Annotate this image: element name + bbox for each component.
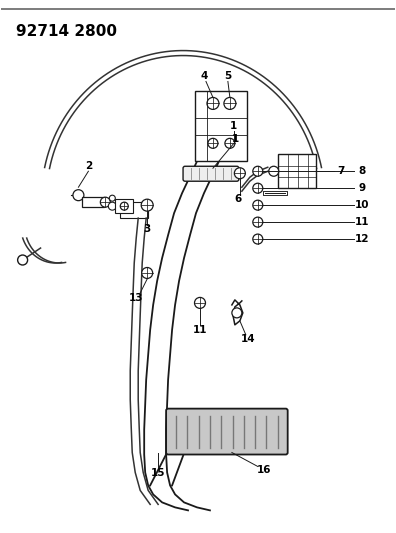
FancyBboxPatch shape xyxy=(183,166,239,181)
Circle shape xyxy=(109,195,115,201)
Circle shape xyxy=(232,308,242,318)
Text: 12: 12 xyxy=(355,234,370,244)
Circle shape xyxy=(207,98,219,109)
Text: 11: 11 xyxy=(355,217,370,227)
Bar xyxy=(120,202,148,218)
Bar xyxy=(82,197,104,207)
Text: 1: 1 xyxy=(232,134,240,144)
Text: 11: 11 xyxy=(193,325,207,335)
Circle shape xyxy=(208,139,218,148)
Text: 7: 7 xyxy=(337,166,344,176)
Text: 10: 10 xyxy=(355,200,370,210)
FancyBboxPatch shape xyxy=(166,409,287,455)
Text: 8: 8 xyxy=(359,166,366,176)
Bar xyxy=(115,199,133,213)
Text: 15: 15 xyxy=(151,469,166,479)
Text: 1: 1 xyxy=(230,122,238,131)
Circle shape xyxy=(253,183,263,193)
Circle shape xyxy=(100,197,110,207)
Circle shape xyxy=(269,166,279,176)
Circle shape xyxy=(253,166,263,176)
Circle shape xyxy=(120,202,128,210)
Circle shape xyxy=(141,199,153,211)
Circle shape xyxy=(18,255,28,265)
Circle shape xyxy=(225,139,235,148)
Text: 2: 2 xyxy=(85,161,92,171)
Text: 5: 5 xyxy=(224,71,232,82)
Circle shape xyxy=(253,217,263,227)
Circle shape xyxy=(73,190,84,200)
Text: 9: 9 xyxy=(359,183,366,193)
Text: 14: 14 xyxy=(240,334,255,344)
Text: 3: 3 xyxy=(144,224,151,234)
Circle shape xyxy=(142,268,153,278)
Text: 4: 4 xyxy=(200,71,208,82)
Circle shape xyxy=(253,200,263,210)
Text: 13: 13 xyxy=(129,293,143,303)
Bar xyxy=(195,92,247,161)
Text: 92714 2800: 92714 2800 xyxy=(15,23,117,38)
Circle shape xyxy=(253,234,263,244)
Circle shape xyxy=(194,297,206,309)
Circle shape xyxy=(109,202,116,210)
Text: 6: 6 xyxy=(234,194,242,204)
Text: 16: 16 xyxy=(257,465,271,475)
Circle shape xyxy=(234,168,246,179)
Bar xyxy=(278,154,316,188)
Circle shape xyxy=(224,98,236,109)
